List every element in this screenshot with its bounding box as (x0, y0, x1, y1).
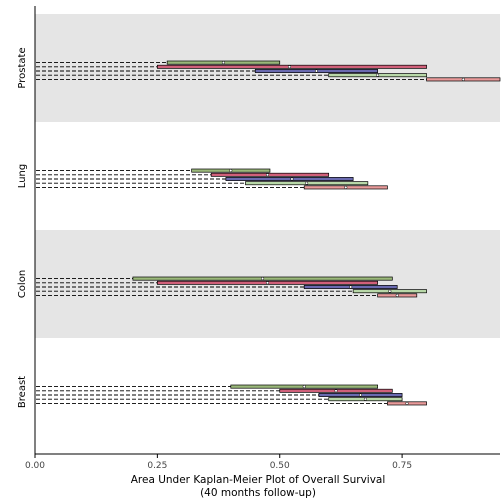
interval-point (305, 181, 309, 185)
interval-point (349, 285, 353, 289)
interval-point (363, 397, 367, 401)
x-axis-title: Area Under Kaplan-Meier Plot of Overall … (131, 474, 386, 486)
interval-point (290, 177, 294, 181)
interval-point (302, 385, 306, 389)
x-tick-label: 0.50 (270, 461, 290, 471)
group-label-lung: Lung (17, 164, 28, 188)
x-tick-label: 0.00 (25, 461, 45, 471)
group-label-breast: Breast (17, 376, 28, 408)
interval-point (376, 73, 380, 77)
interval-point (395, 293, 399, 297)
group-label-colon: Colon (17, 270, 28, 298)
interval-point (344, 185, 348, 189)
x-axis-subtitle: (40 months follow-up) (200, 487, 316, 499)
interval-point (261, 277, 265, 281)
interval-point (314, 69, 318, 73)
band-breast (35, 338, 500, 446)
interval-marks (36, 60, 501, 406)
group-label-prostate: Prostate (17, 47, 28, 88)
interval-bar (225, 177, 354, 181)
interval-point (287, 65, 292, 69)
interval-point (221, 61, 225, 65)
interval-bar (157, 64, 427, 69)
interval-point (405, 401, 409, 405)
x-tick-label: 0.75 (392, 461, 412, 471)
axes (34, 6, 500, 455)
interval-point (334, 389, 338, 393)
x-tick-label: 0.25 (147, 461, 167, 471)
interval-point (358, 393, 363, 397)
interval-point (388, 289, 392, 293)
group-labels: Prostate Lung Colon Breast (17, 47, 28, 408)
x-ticks: 0.00 0.25 0.50 0.75 (25, 454, 412, 471)
interval-point (265, 281, 270, 285)
interval-point (461, 77, 465, 81)
interval-point (229, 169, 233, 173)
interval-point (265, 173, 270, 177)
interval-bar (210, 172, 330, 177)
